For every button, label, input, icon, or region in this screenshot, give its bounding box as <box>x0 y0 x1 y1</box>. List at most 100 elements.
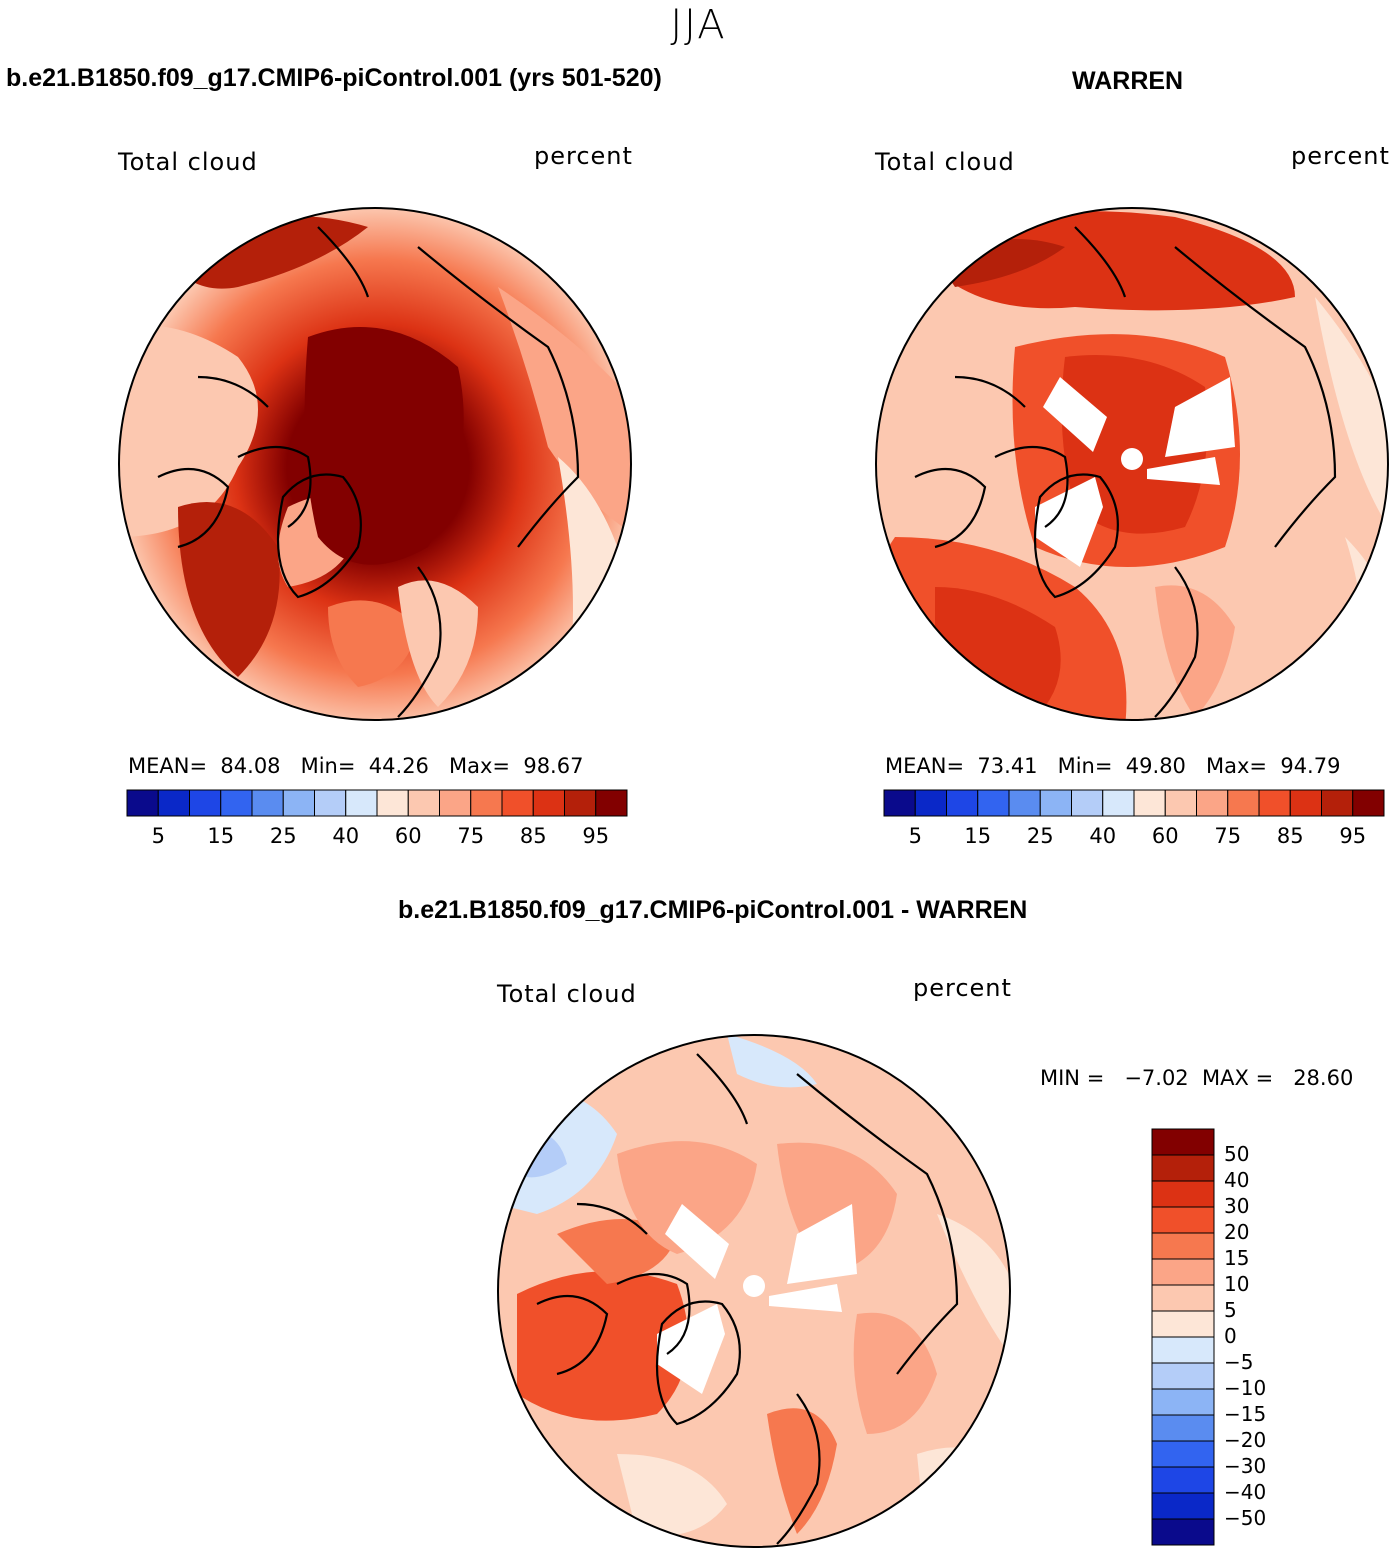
case2-min-label: Min= <box>1057 754 1113 778</box>
case1-colorbar-tick-label: 85 <box>519 824 547 848</box>
diff-colorbar-tick-label: −40 <box>1224 1480 1267 1504</box>
case2-colorbar-swatch <box>1102 789 1135 817</box>
case2-colorbar-tick-label: 40 <box>1089 824 1117 848</box>
diff-minmax: MIN = −7.02 MAX = 28.60 <box>1040 1066 1354 1090</box>
case1-colorbar-swatch <box>314 789 347 817</box>
diff-colorbar-swatch <box>1151 1128 1215 1156</box>
diff-colorbar-tick-label: 0 <box>1224 1324 1237 1348</box>
case2-colorbar-tick-label: 15 <box>964 824 992 848</box>
diff-colorbar-swatch <box>1151 1388 1215 1416</box>
case2-max-value: 94.79 <box>1280 754 1341 778</box>
case1-colorbar-swatch <box>501 789 534 817</box>
diff-cloud-field <box>498 1035 1010 1547</box>
diff-colorbar-tick-label: 20 <box>1224 1220 1250 1244</box>
diff-colorbar-tick-label: −20 <box>1224 1428 1267 1452</box>
diff-units-label: percent <box>913 974 1012 1002</box>
case2-colorbar-swatch <box>977 789 1010 817</box>
diff-colorbar-tick-label: −10 <box>1224 1376 1267 1400</box>
season-title: JJA <box>670 2 727 48</box>
diff-coastlines <box>536 1053 959 1545</box>
case2-colorbar-swatch <box>1321 789 1354 817</box>
case2-colorbar-swatch <box>1164 789 1197 817</box>
diff-colorbar <box>1151 1128 1215 1546</box>
case1-title: b.e21.B1850.f09_g17.CMIP6-piControl.001 … <box>6 64 662 92</box>
diff-colorbar-tick-label: 40 <box>1224 1168 1250 1192</box>
diff-colorbar-ticks: 50 40 30 20 15 10 5 0 −5 −10 −15 −20 −30 −40 −50 <box>1222 1128 1302 1546</box>
case2-colorbar-swatch <box>883 789 916 817</box>
diff-colorbar-swatch <box>1151 1232 1215 1260</box>
case1-colorbar-tick-label: 15 <box>207 824 235 848</box>
case2-mean-value: 73.41 <box>977 754 1038 778</box>
diff-polar-map <box>497 1034 1011 1548</box>
case2-colorbar <box>883 789 1385 817</box>
case1-colorbar-tick-label: 75 <box>457 824 485 848</box>
diff-colorbar-swatch <box>1151 1180 1215 1208</box>
diff-colorbar-tick-label: −50 <box>1224 1506 1267 1530</box>
case1-colorbar <box>126 789 628 817</box>
case1-colorbar-swatch <box>220 789 253 817</box>
case2-colorbar-swatch <box>1227 789 1260 817</box>
case2-colorbar-swatch <box>1289 789 1322 817</box>
case1-colorbar-tick-label: 60 <box>394 824 422 848</box>
case2-colorbar-ticks: 5 15 25 40 60 75 85 95 <box>883 824 1385 852</box>
case2-colorbar-swatch <box>1071 789 1104 817</box>
case1-colorbar-swatch <box>532 789 565 817</box>
case2-coastlines <box>914 226 1337 718</box>
case1-polar-map <box>118 207 632 721</box>
case1-mean-value: 84.08 <box>220 754 281 778</box>
case1-stats: MEAN= 84.08 Min= 44.26 Max= 98.67 <box>128 754 583 778</box>
case2-colorbar-swatch <box>1008 789 1041 817</box>
case1-colorbar-swatch <box>251 789 284 817</box>
case2-variable-label: Total cloud <box>875 148 1015 176</box>
case1-colorbar-swatch <box>189 789 222 817</box>
diff-colorbar-tick-label: 5 <box>1224 1298 1237 1322</box>
case1-variable-label: Total cloud <box>118 148 258 176</box>
case2-mean-label: MEAN= <box>885 754 965 778</box>
case2-cloud-field <box>876 208 1388 720</box>
diff-colorbar-tick-label: 15 <box>1224 1246 1250 1270</box>
case2-colorbar-swatch <box>1196 789 1229 817</box>
case2-colorbar-tick-label: 85 <box>1276 824 1304 848</box>
case1-colorbar-ticks: 5 15 25 40 60 75 85 95 <box>126 824 628 852</box>
case2-colorbar-swatch <box>946 789 979 817</box>
diff-colorbar-tick-label: 10 <box>1224 1272 1250 1296</box>
case2-max-label: Max= <box>1205 754 1267 778</box>
case2-colorbar-tick-label: 60 <box>1151 824 1179 848</box>
case2-units-label: percent <box>1291 142 1390 170</box>
case2-colorbar-swatch <box>1039 789 1072 817</box>
diff-colorbar-swatch <box>1151 1284 1215 1312</box>
diff-colorbar-swatch <box>1151 1258 1215 1286</box>
case1-colorbar-swatch <box>282 789 315 817</box>
case1-colorbar-tick-label: 5 <box>151 824 165 848</box>
case1-cloud-field <box>119 208 631 720</box>
case1-colorbar-swatch <box>564 789 597 817</box>
diff-colorbar-tick-label: −15 <box>1224 1402 1267 1426</box>
case1-max-label: Max= <box>448 754 510 778</box>
case2-colorbar-tick-label: 95 <box>1339 824 1367 848</box>
case2-colorbar-tick-label: 75 <box>1214 824 1242 848</box>
case2-colorbar-swatch <box>914 789 947 817</box>
diff-colorbar-tick-label: −5 <box>1224 1350 1254 1374</box>
case1-colorbar-swatch <box>345 789 378 817</box>
diff-colorbar-swatch <box>1151 1492 1215 1520</box>
diff-colorbar-swatch <box>1151 1154 1215 1182</box>
case1-coastlines <box>157 226 580 718</box>
case1-min-value: 44.26 <box>368 754 429 778</box>
diff-colorbar-swatch <box>1151 1466 1215 1494</box>
diff-colorbar-swatch <box>1151 1310 1215 1338</box>
case2-colorbar-swatch <box>1133 789 1166 817</box>
diff-colorbar-tick-label: −30 <box>1224 1454 1267 1478</box>
diff-colorbar-swatch <box>1151 1362 1215 1390</box>
case2-stats: MEAN= 73.41 Min= 49.80 Max= 94.79 <box>885 754 1340 778</box>
case1-min-label: Min= <box>300 754 356 778</box>
case1-colorbar-swatch <box>407 789 440 817</box>
diff-colorbar-tick-label: 30 <box>1224 1194 1250 1218</box>
diff-colorbar-swatch <box>1151 1414 1215 1442</box>
case2-title: WARREN <box>1072 67 1184 95</box>
case1-colorbar-swatch <box>157 789 190 817</box>
diff-colorbar-swatch <box>1151 1518 1215 1546</box>
case1-colorbar-swatch <box>439 789 472 817</box>
case2-colorbar-tick-label: 25 <box>1026 824 1054 848</box>
case1-mean-label: MEAN= <box>128 754 208 778</box>
case1-colorbar-tick-label: 95 <box>582 824 610 848</box>
